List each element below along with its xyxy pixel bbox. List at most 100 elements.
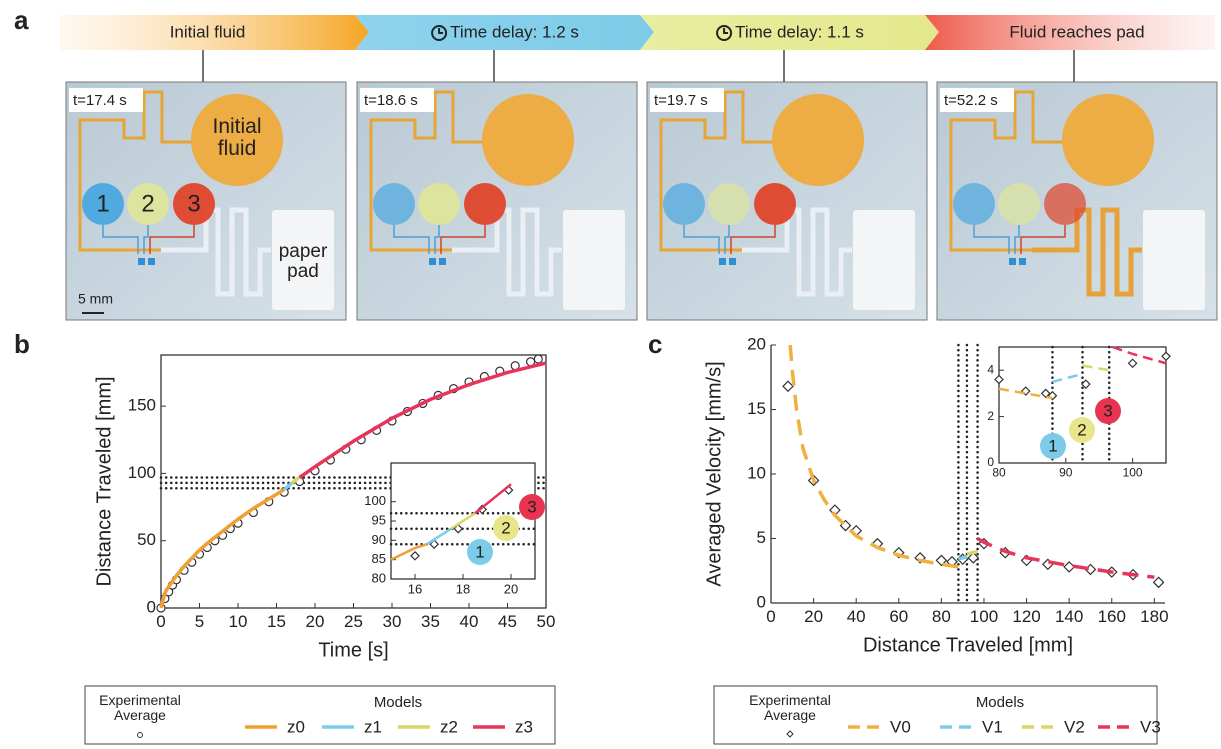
- y-tick-label: 85: [372, 551, 386, 566]
- y-tick-label: 5: [757, 528, 766, 547]
- x-tick-label: 40: [460, 612, 479, 631]
- well: [663, 183, 705, 225]
- legend-marker: [138, 733, 143, 738]
- x-tick-label: 45: [498, 612, 517, 631]
- timeline-label: Fluid reaches pad: [1009, 22, 1144, 41]
- x-tick-label: 35: [421, 612, 440, 631]
- reservoir-label: Initial fluid: [197, 116, 277, 160]
- well: [708, 183, 750, 225]
- y-tick-label: 80: [372, 570, 386, 585]
- timeline-label: Time delay: 1.2 s: [450, 22, 579, 41]
- legend-entry: Experimental Average: [85, 693, 195, 722]
- annotation-label: 2: [501, 518, 510, 537]
- x-tick-label: 10: [229, 612, 248, 631]
- y-tick-label: 50: [137, 530, 156, 549]
- x-tick-label: 25: [344, 612, 363, 631]
- x-tick-label: 160: [1098, 607, 1126, 626]
- y-tick-label: 0: [147, 597, 156, 616]
- paper-pad: [1143, 210, 1205, 310]
- well: [998, 183, 1040, 225]
- valve: [719, 258, 726, 265]
- y-tick-label: 15: [747, 399, 766, 418]
- pad-label: paper pad: [272, 242, 334, 282]
- legend-label: z2: [440, 717, 458, 736]
- valve: [1009, 258, 1016, 265]
- valve: [138, 258, 145, 265]
- x-axis-label: Time [s]: [318, 639, 388, 661]
- annotation-label: 2: [1077, 420, 1086, 439]
- reservoir: [1062, 94, 1154, 186]
- x-tick-label: 30: [383, 612, 402, 631]
- data-point: [1064, 562, 1074, 572]
- legend-label: V1: [982, 717, 1003, 736]
- panel-label: a: [14, 5, 29, 35]
- x-tick-label: 18: [456, 581, 470, 596]
- paper-pad: [853, 210, 915, 310]
- valve: [429, 258, 436, 265]
- x-tick-label: 20: [306, 612, 325, 631]
- valve: [729, 258, 736, 265]
- well: [373, 183, 415, 225]
- legend-label: V0: [890, 717, 911, 736]
- well: [1044, 183, 1086, 225]
- well-label: 3: [187, 190, 200, 217]
- paper-pad: [563, 210, 625, 310]
- figure: abcInitial fluidTime delay: 1.2 sTime de…: [0, 0, 1221, 749]
- time-label: t=17.4 s: [73, 92, 127, 109]
- reservoir: [772, 94, 864, 186]
- well-label: 2: [141, 190, 154, 217]
- data-point: [783, 381, 793, 391]
- y-tick-label: 4: [987, 362, 994, 376]
- legend-entry: Experimental Average: [735, 693, 845, 722]
- device-photo: t=19.7 s: [647, 82, 927, 320]
- x-tick-label: 80: [992, 465, 1006, 479]
- legend-label: V2: [1064, 717, 1085, 736]
- device-photo: t=52.2 s: [937, 82, 1217, 320]
- annotation-label: 3: [527, 497, 536, 516]
- x-axis-label: Distance Traveled [mm]: [863, 634, 1073, 656]
- y-tick-label: 10: [747, 463, 766, 482]
- data-point: [534, 355, 542, 363]
- x-tick-label: 180: [1140, 607, 1168, 626]
- legend-title: Models: [374, 694, 422, 711]
- legend-label: z1: [364, 717, 382, 736]
- valve: [439, 258, 446, 265]
- panel-label: c: [648, 329, 662, 359]
- well: [464, 183, 506, 225]
- x-tick-label: 140: [1055, 607, 1083, 626]
- model-line: [967, 551, 978, 554]
- annotation-label: 1: [1048, 436, 1057, 455]
- time-label: t=19.7 s: [654, 92, 708, 109]
- y-tick-label: 95: [372, 512, 386, 527]
- x-tick-label: 0: [156, 612, 165, 631]
- model-line: [978, 539, 1155, 578]
- x-tick-label: 20: [804, 607, 823, 626]
- reservoir: [482, 94, 574, 186]
- model-line: [790, 345, 958, 567]
- y-axis-label: Averaged Velocity [mm/s]: [703, 361, 725, 586]
- timeline-label: Initial fluid: [170, 22, 246, 41]
- scale-bar-label: 5 mm: [78, 291, 113, 307]
- x-tick-label: 120: [1012, 607, 1040, 626]
- well-label: 1: [96, 190, 109, 217]
- x-tick-label: 0: [766, 607, 775, 626]
- y-tick-label: 0: [987, 455, 994, 469]
- x-tick-label: 50: [537, 612, 556, 631]
- x-tick-label: 100: [970, 607, 998, 626]
- valve: [148, 258, 155, 265]
- legend-label: z3: [515, 717, 533, 736]
- valve: [1019, 258, 1026, 265]
- device-photo: t=18.6 s: [357, 82, 637, 320]
- y-tick-label: 20: [747, 334, 766, 353]
- x-tick-label: 60: [889, 607, 908, 626]
- x-tick-label: 15: [267, 612, 286, 631]
- y-tick-label: 100: [364, 493, 386, 508]
- legend-label: V3: [1140, 717, 1161, 736]
- annotation-label: 3: [1103, 401, 1112, 420]
- legend-title: Models: [976, 694, 1024, 711]
- y-tick-label: 2: [987, 409, 994, 423]
- annotation-label: 1: [475, 542, 484, 561]
- well: [754, 183, 796, 225]
- x-tick-label: 100: [1123, 465, 1143, 479]
- x-tick-label: 40: [847, 607, 866, 626]
